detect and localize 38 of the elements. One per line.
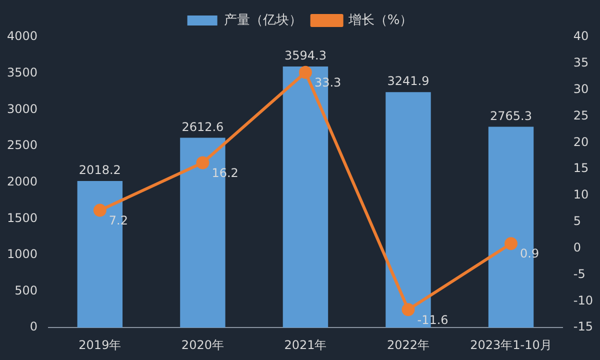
point bbox=[298, 66, 312, 79]
y2-tick-label: 0 bbox=[573, 240, 582, 254]
y2-tick-label: -10 bbox=[573, 293, 594, 308]
x-tick-label: 2023年1-10月 bbox=[470, 338, 552, 352]
x-tick-label: 2019年 bbox=[78, 338, 122, 352]
legend-label: 增长（%） bbox=[347, 12, 413, 28]
y-tick-label: 2000 bbox=[6, 174, 38, 188]
data-label: 2765.3 bbox=[490, 108, 532, 123]
point bbox=[196, 156, 210, 170]
y-tick-label: 500 bbox=[14, 283, 38, 298]
y2-tick-label: 35 bbox=[573, 56, 589, 70]
x-tick-label: 2021年 bbox=[284, 338, 327, 352]
data-label: 3594.3 bbox=[284, 48, 326, 63]
legend-label: 产量（亿块） bbox=[224, 12, 302, 28]
point bbox=[504, 237, 518, 250]
y-tick-label: 2500 bbox=[6, 138, 38, 152]
y-tick-label: 3500 bbox=[6, 65, 38, 80]
point bbox=[93, 204, 106, 217]
y2-tick-label: 40 bbox=[573, 29, 589, 44]
y-tick-label: 1500 bbox=[6, 210, 38, 225]
y2-tick-label: 30 bbox=[573, 82, 589, 96]
y-tick-label: 4000 bbox=[6, 29, 38, 44]
y2-tick-label: 20 bbox=[573, 134, 589, 149]
x-tick-label: 2020年 bbox=[181, 338, 224, 352]
x-tick-label: 2022年 bbox=[386, 338, 430, 352]
y-tick-label: 1000 bbox=[6, 247, 38, 262]
y2-tick-label: 15 bbox=[573, 161, 589, 176]
y-tick-label: 3000 bbox=[6, 102, 38, 116]
y2-tick-label: -5 bbox=[573, 266, 586, 281]
point bbox=[402, 303, 415, 316]
y2-tick-label: 10 bbox=[573, 188, 589, 202]
y2-tick-label: -15 bbox=[573, 320, 594, 334]
y2-tick-label: 25 bbox=[573, 108, 589, 122]
y2-tick-label: 5 bbox=[573, 214, 582, 228]
data-label: 3241.9 bbox=[387, 74, 430, 88]
data-label: 2018.2 bbox=[78, 163, 121, 178]
y-tick-label: 0 bbox=[30, 320, 38, 334]
data-label: 2612.6 bbox=[182, 120, 224, 134]
